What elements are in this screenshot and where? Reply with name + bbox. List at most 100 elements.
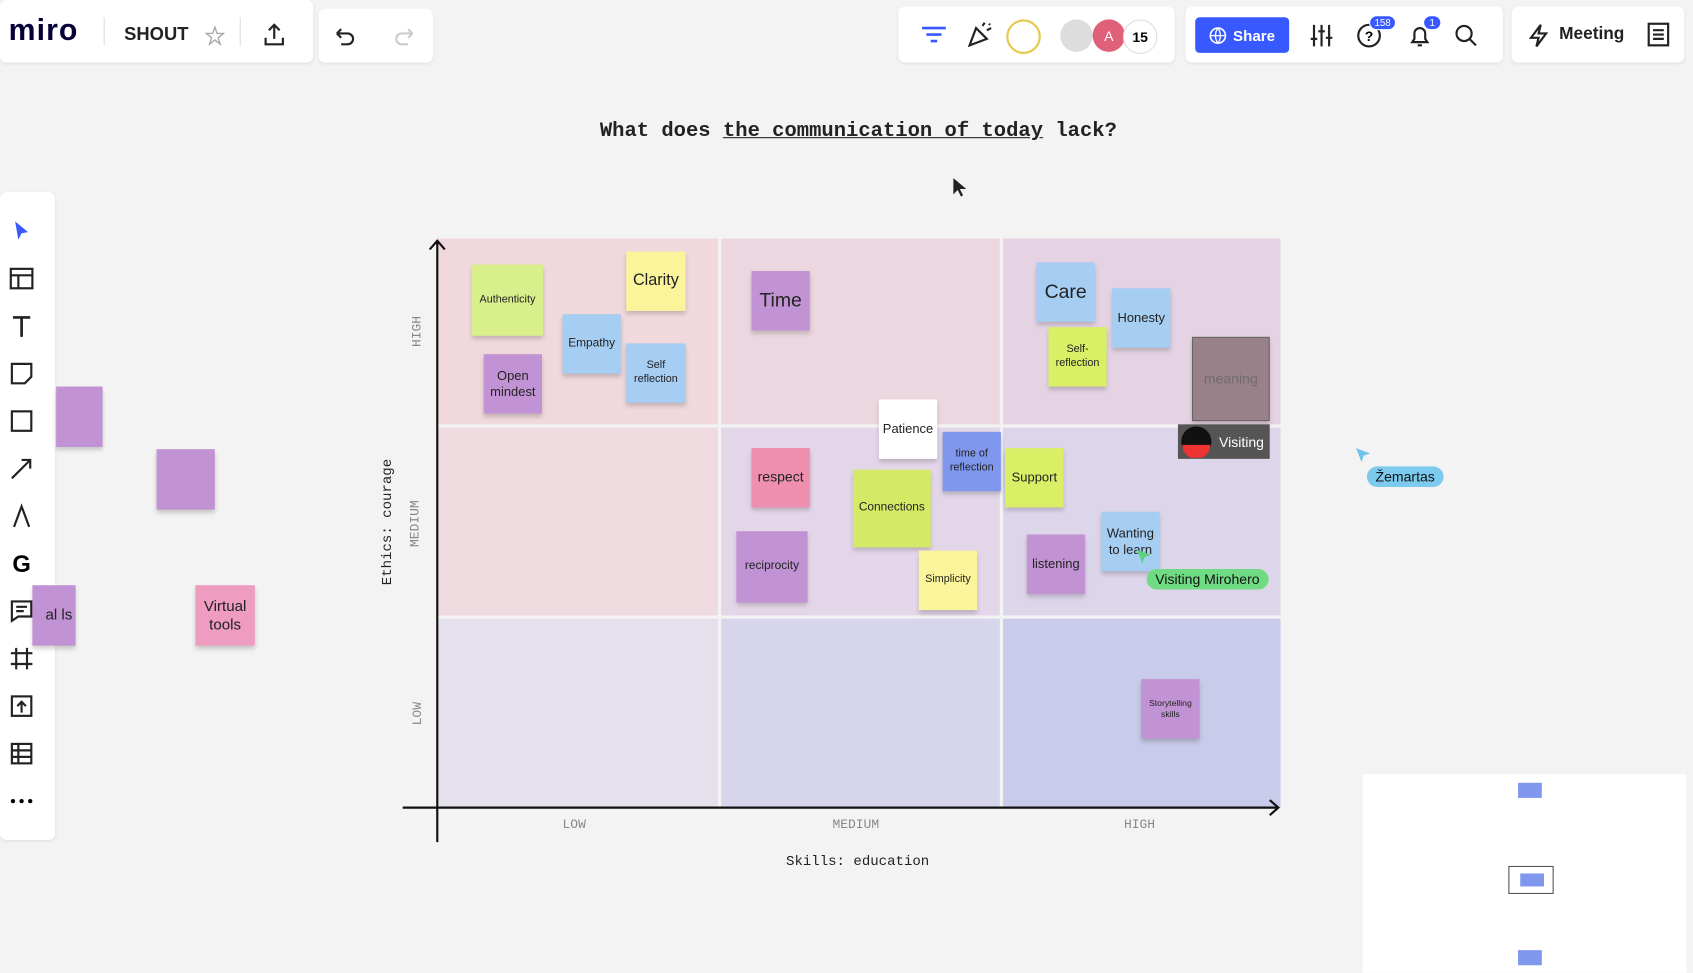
visitor-name: Visiting [1218,433,1264,450]
sticky-note[interactable]: Authenticity [471,264,544,336]
logo[interactable]: miro [8,12,79,47]
sticky-note[interactable]: Care [1036,262,1095,322]
sticky-note[interactable]: Simplicity [918,550,978,611]
x-tick-label: MEDIUM [832,817,880,833]
sticky-note[interactable] [56,386,103,447]
sticky-note[interactable]: Self reflection [626,343,686,403]
board-name[interactable]: SHOUT [124,23,189,45]
matrix-cell [721,618,1000,808]
sticky-note[interactable] [156,449,215,510]
sticky-note[interactable]: al ls [32,585,76,646]
bell-icon[interactable] [1407,23,1433,49]
pen-tool[interactable] [9,503,35,529]
sticky-note[interactable]: Virtual tools [195,585,255,646]
arrow-tool[interactable] [9,456,35,482]
matrix-cell [437,427,719,616]
y-tick-label: HIGH [409,315,425,348]
avatar[interactable] [1060,19,1093,52]
cursor-pointer [1136,549,1151,564]
filter-icon[interactable] [920,22,948,48]
sticky-note[interactable]: Clarity [626,251,686,311]
left-toolbar: G [0,192,56,841]
title-tail: lack? [1055,118,1117,143]
comment-tool[interactable] [9,598,35,624]
svg-text:?: ? [1365,28,1374,44]
sticky-note[interactable]: Empathy [562,314,621,374]
sticky-note[interactable]: Patience [878,399,938,459]
meeting-button[interactable]: Meeting [1559,24,1625,44]
visitor-label: Visiting [1177,424,1270,459]
matrix-cell [721,238,1000,425]
collab-panel: A 15 [898,6,1175,63]
share-button[interactable]: Share [1195,17,1290,53]
undo-icon[interactable] [331,23,357,49]
y-tick-label: MEDIUM [407,500,423,547]
sticky-note[interactable]: Honesty [1112,288,1171,348]
sticky-note[interactable]: listening [1026,534,1086,594]
redo-icon[interactable] [392,23,418,49]
help-badge: 158 [1369,15,1397,31]
minimap-frame [1518,950,1542,966]
minimap-viewport [1508,865,1554,894]
top-left-panel: miro SHOUT [0,0,314,63]
undo-panel [318,8,433,63]
divider [239,17,241,46]
help-icon[interactable]: ? [1356,23,1382,49]
shape-tool[interactable] [9,408,35,434]
cursor-label: Žemartas [1366,466,1444,487]
svg-text:G: G [12,551,30,576]
title-underlined: the communication of today [722,118,1044,143]
axes [402,239,1281,843]
search-icon[interactable] [1453,23,1479,49]
cursor-pointer [1356,448,1371,463]
collaborator-count[interactable]: 15 [1122,19,1158,54]
sticky-tool[interactable] [9,361,35,387]
sticky-note[interactable]: respect [751,448,810,508]
avatar[interactable]: A [1092,19,1126,52]
table-tool[interactable] [9,741,35,767]
sticky-note[interactable]: time of reflection [942,431,1001,492]
timer-icon[interactable] [1006,19,1041,54]
settings-icon[interactable] [1309,23,1335,49]
x-tick-label: LOW [562,817,586,833]
divider [103,17,105,46]
sticky-note[interactable]: reciprocity [736,531,808,603]
meeting-panel: Meeting [1511,6,1685,63]
celebrate-icon[interactable] [965,19,995,49]
minimap[interactable] [1362,774,1687,973]
sticky-note[interactable]: Time [751,271,810,331]
notes-icon[interactable] [1645,22,1671,48]
board-title: What does the communication of today lac… [0,119,1693,143]
x-tick-label: HIGH [1123,817,1156,833]
mouse-cursor [953,178,967,197]
actions-panel: Share ? 158 1 [1185,6,1503,63]
cursor-label: Visiting Mirohero [1146,569,1269,590]
title-lead: What does [599,118,711,143]
y-axis-label: Ethics: courage [378,458,396,586]
upload-tool[interactable] [9,693,35,719]
google-tool[interactable]: G [9,551,35,577]
matrix-cell [437,618,719,808]
sticky-note[interactable]: Open mindest [483,354,543,414]
globe-icon [1209,26,1227,44]
sticky-note[interactable]: meaning [1191,336,1270,422]
minimap-frame [1518,782,1542,798]
text-tool[interactable] [9,313,35,339]
templates-tool[interactable] [9,266,35,292]
sticky-note[interactable]: Support [1005,448,1064,508]
bolt-icon [1528,24,1549,48]
sticky-note[interactable]: Connections [852,469,931,548]
x-axis-label: Skills: education [786,852,930,870]
star-icon[interactable] [205,25,225,46]
more-tool[interactable] [9,788,35,814]
notifications-badge: 1 [1423,15,1442,31]
y-tick-label: LOW [410,702,426,726]
select-tool[interactable] [9,218,35,244]
sticky-note[interactable]: Storytelling skills [1141,679,1200,739]
minimap-frame [1520,873,1544,887]
export-icon[interactable] [261,22,287,48]
frame-tool[interactable] [9,646,35,672]
sticky-note[interactable]: Self-reflection [1048,327,1107,387]
